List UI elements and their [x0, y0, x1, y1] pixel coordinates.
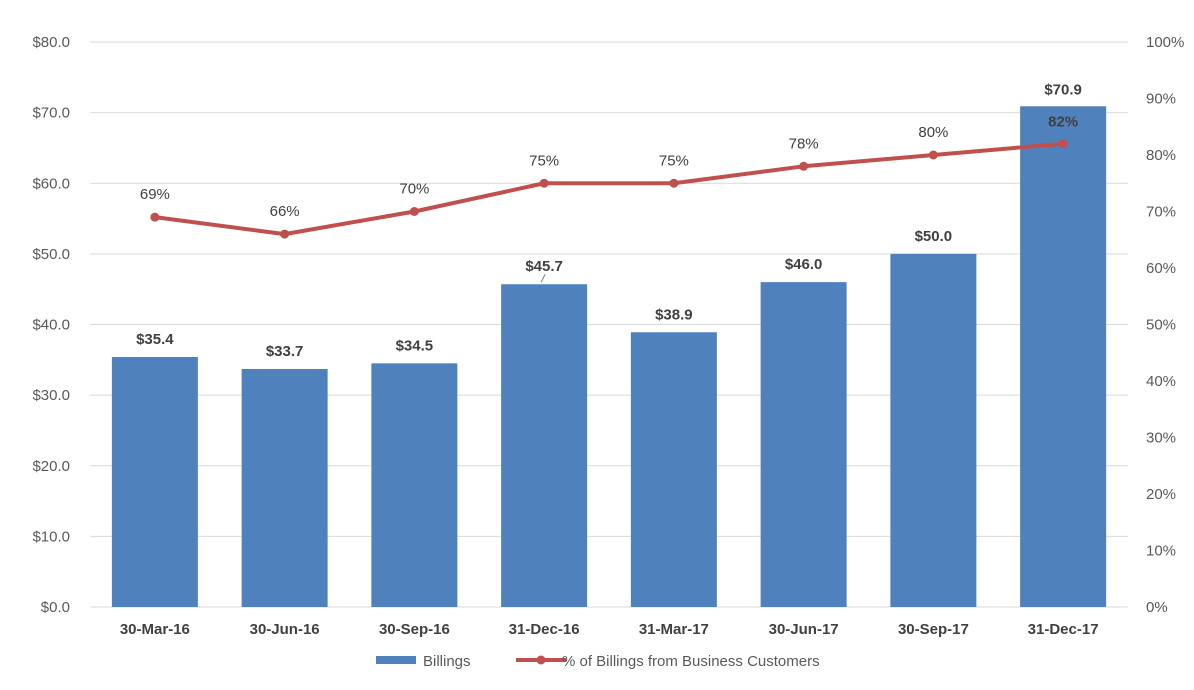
billings-bar-label: $38.9 — [655, 306, 693, 323]
right-axis-tick-label: 90% — [1146, 91, 1176, 108]
category-label: 31-Dec-17 — [1028, 621, 1099, 638]
billings-bar-label: $35.4 — [136, 331, 174, 348]
percent-line-series — [150, 139, 1068, 239]
right-axis-tick-label: 50% — [1146, 317, 1176, 334]
billings-bar-labels: $35.4 $33.7 $34.5 $45.7 $38.9 $46.0 $50.0 $70.9 — [136, 81, 1082, 360]
category-label: 31-Dec-16 — [509, 621, 580, 638]
legend-percent-label: % of Billings from Business Customers — [562, 653, 820, 670]
percent-line-point — [150, 212, 160, 222]
billings-bar — [760, 282, 847, 607]
right-axis-tick-label: 30% — [1146, 430, 1176, 447]
percent-line-label: 69% — [140, 186, 170, 203]
billings-bar-label: $33.7 — [266, 343, 304, 360]
billings-bar-label: $45.7 — [525, 258, 563, 275]
legend: Billings % of Billings from Business Cus… — [376, 653, 820, 670]
percent-line-point — [409, 207, 419, 216]
right-axis-tick-label: 10% — [1146, 543, 1176, 560]
percent-line-point — [1058, 139, 1068, 149]
billings-bar — [371, 363, 458, 607]
category-label: 30-Sep-16 — [379, 621, 450, 638]
billings-bar — [890, 253, 977, 607]
percent-line-label: 66% — [270, 203, 300, 220]
percent-line-labels: 69% 66% 70% 75% 75% 78% 80% 82% — [140, 114, 1078, 220]
percent-line-point — [539, 178, 549, 188]
left-axis-tick-label: $0.0 — [41, 599, 70, 616]
left-axis-tick-label: $10.0 — [32, 528, 70, 545]
left-axis-tick-label: $20.0 — [32, 458, 70, 475]
billings-bar — [111, 356, 198, 607]
percent-line-label: 75% — [659, 152, 689, 169]
percent-line-point — [280, 229, 290, 239]
billings-bar-label: $46.0 — [785, 256, 823, 273]
billings-bar-label: $34.5 — [396, 337, 434, 354]
bar-label-leader-line — [540, 274, 546, 283]
percent-line-label: 75% — [529, 152, 559, 169]
left-axis-tick-label: $30.0 — [32, 387, 70, 404]
category-label: 31-Mar-17 — [639, 621, 709, 638]
billings-bar — [241, 368, 328, 607]
left-axis-ticks: $0.0 $10.0 $20.0 $30.0 $40.0 $50.0 $60.0 $70.0 $… — [32, 34, 70, 616]
billings-bar — [1020, 106, 1107, 608]
right-axis-tick-label: 20% — [1146, 486, 1176, 503]
left-axis-tick-label: $80.0 — [32, 34, 70, 51]
percent-line-label: 82% — [1048, 114, 1078, 131]
right-axis-tick-label: 70% — [1146, 204, 1176, 221]
billings-bar — [630, 332, 717, 607]
category-label: 30-Jun-17 — [769, 621, 839, 638]
right-axis-tick-label: 100% — [1146, 34, 1184, 51]
category-label: 30-Mar-16 — [120, 621, 190, 638]
category-label: 30-Jun-16 — [250, 621, 320, 638]
category-label: 30-Sep-17 — [898, 621, 969, 638]
billings-bar-label: $70.9 — [1044, 81, 1082, 98]
right-axis-tick-label: 80% — [1146, 147, 1176, 164]
left-axis-tick-label: $50.0 — [32, 246, 70, 263]
percent-line — [154, 141, 1064, 237]
percent-line-label: 80% — [918, 124, 948, 141]
left-axis-tick-label: $60.0 — [32, 175, 70, 192]
percent-line-point — [799, 161, 809, 171]
right-axis-tick-label: 60% — [1146, 260, 1176, 277]
legend-billings-swatch — [376, 656, 416, 664]
percent-line-point — [669, 178, 679, 188]
billings-bars — [111, 106, 1107, 608]
left-axis-tick-label: $40.0 — [32, 317, 70, 334]
legend-billings-label: Billings — [423, 653, 471, 670]
percent-line-label: 70% — [399, 181, 429, 198]
legend-percent-swatch-marker — [536, 655, 546, 665]
right-axis-tick-label: 0% — [1146, 599, 1168, 616]
left-axis-tick-label: $70.0 — [32, 105, 70, 122]
right-axis-ticks: 0% 10% 20% 30% 40% 50% 60% 70% 80% 90% 100% — [1146, 34, 1184, 616]
percent-line-point — [928, 150, 938, 160]
percent-line-label: 78% — [789, 135, 819, 152]
category-axis-labels: 30-Mar-16 30-Jun-16 30-Sep-16 31-Dec-16 31-M… — [120, 621, 1099, 638]
right-axis-tick-label: 40% — [1146, 373, 1176, 390]
billings-bar — [501, 284, 588, 607]
billings-bar-label: $50.0 — [915, 228, 953, 245]
